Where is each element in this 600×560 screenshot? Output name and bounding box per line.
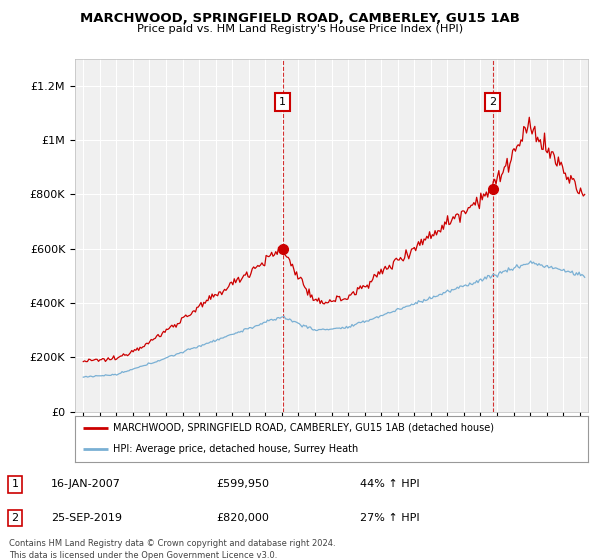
Text: 27% ↑ HPI: 27% ↑ HPI (360, 513, 419, 523)
Text: £599,950: £599,950 (216, 479, 269, 489)
Text: £820,000: £820,000 (216, 513, 269, 523)
Text: 2: 2 (489, 97, 496, 107)
Text: 1: 1 (11, 479, 19, 489)
Text: Contains HM Land Registry data © Crown copyright and database right 2024.
This d: Contains HM Land Registry data © Crown c… (9, 539, 335, 559)
Text: HPI: Average price, detached house, Surrey Heath: HPI: Average price, detached house, Surr… (113, 444, 359, 454)
Text: MARCHWOOD, SPRINGFIELD ROAD, CAMBERLEY, GU15 1AB (detached house): MARCHWOOD, SPRINGFIELD ROAD, CAMBERLEY, … (113, 423, 494, 432)
Text: 25-SEP-2019: 25-SEP-2019 (51, 513, 122, 523)
Text: 2: 2 (11, 513, 19, 523)
Text: Price paid vs. HM Land Registry's House Price Index (HPI): Price paid vs. HM Land Registry's House … (137, 24, 463, 34)
Text: 44% ↑ HPI: 44% ↑ HPI (360, 479, 419, 489)
Text: 1: 1 (279, 97, 286, 107)
Text: MARCHWOOD, SPRINGFIELD ROAD, CAMBERLEY, GU15 1AB: MARCHWOOD, SPRINGFIELD ROAD, CAMBERLEY, … (80, 12, 520, 25)
Text: 16-JAN-2007: 16-JAN-2007 (51, 479, 121, 489)
